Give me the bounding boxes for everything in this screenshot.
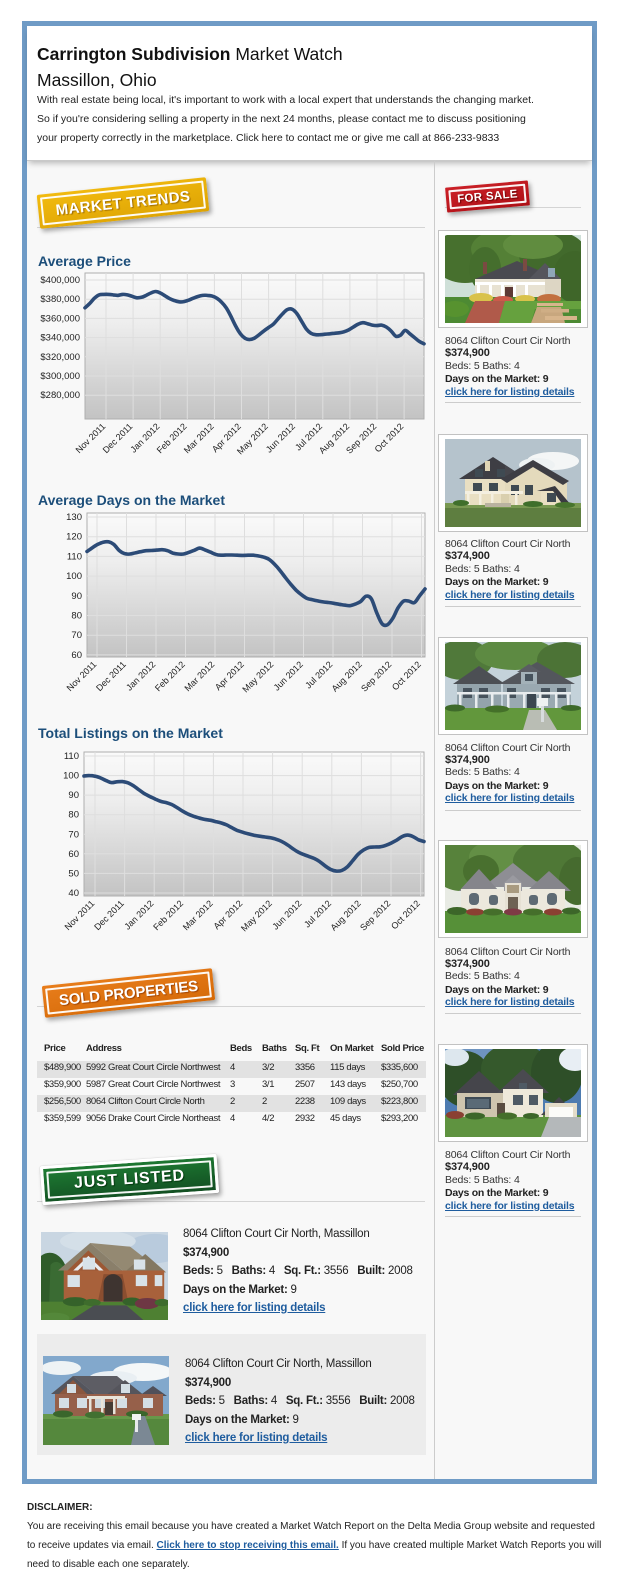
svg-text:60: 60 <box>68 849 79 860</box>
svg-text:$340,000: $340,000 <box>40 333 80 344</box>
svg-text:50: 50 <box>68 868 79 879</box>
svg-text:May 2012: May 2012 <box>240 659 275 694</box>
svg-text:60: 60 <box>71 650 82 661</box>
svg-text:110: 110 <box>64 751 79 762</box>
svg-text:Aug 2012: Aug 2012 <box>328 898 362 932</box>
svg-text:Mar 2012: Mar 2012 <box>181 898 215 932</box>
svg-text:Dec 2011: Dec 2011 <box>92 898 126 932</box>
svg-text:Mar 2012: Mar 2012 <box>182 421 216 455</box>
svg-text:80: 80 <box>71 611 82 622</box>
svg-text:Nov 2011: Nov 2011 <box>63 898 97 932</box>
svg-text:120: 120 <box>66 532 82 543</box>
svg-text:Jun 2012: Jun 2012 <box>272 659 305 692</box>
svg-text:90: 90 <box>68 790 79 801</box>
svg-text:Oct 2012: Oct 2012 <box>390 659 423 692</box>
svg-text:70: 70 <box>71 630 82 641</box>
svg-text:$360,000: $360,000 <box>40 313 80 324</box>
svg-text:Dec 2011: Dec 2011 <box>101 421 135 455</box>
svg-text:May 2012: May 2012 <box>239 898 274 933</box>
svg-text:$300,000: $300,000 <box>40 371 80 382</box>
svg-text:Sep 2012: Sep 2012 <box>358 898 392 932</box>
svg-text:$380,000: $380,000 <box>40 294 80 305</box>
svg-text:90: 90 <box>71 591 82 602</box>
svg-text:Feb 2012: Feb 2012 <box>153 659 187 693</box>
svg-text:130: 130 <box>66 512 82 523</box>
svg-text:Nov 2011: Nov 2011 <box>65 659 99 693</box>
svg-text:Dec 2011: Dec 2011 <box>94 659 128 693</box>
svg-text:Aug 2012: Aug 2012 <box>330 659 364 693</box>
svg-text:40: 40 <box>68 888 79 899</box>
svg-text:$320,000: $320,000 <box>40 352 80 363</box>
svg-text:100: 100 <box>63 771 79 782</box>
svg-text:Jan 2012: Jan 2012 <box>124 659 157 692</box>
svg-text:100: 100 <box>66 571 82 582</box>
svg-text:Feb 2012: Feb 2012 <box>151 898 185 932</box>
svg-text:Oct 2012: Oct 2012 <box>373 421 406 454</box>
svg-text:70: 70 <box>68 829 79 840</box>
svg-text:Sep 2012: Sep 2012 <box>359 659 393 693</box>
svg-text:Jun 2012: Jun 2012 <box>270 898 303 931</box>
svg-text:Jun 2012: Jun 2012 <box>264 421 297 454</box>
svg-text:80: 80 <box>68 810 79 821</box>
svg-text:$280,000: $280,000 <box>40 390 80 401</box>
svg-text:Jan 2012: Jan 2012 <box>122 898 155 931</box>
svg-text:Oct 2012: Oct 2012 <box>389 898 422 931</box>
svg-text:$400,000: $400,000 <box>40 275 80 286</box>
svg-text:110: 110 <box>67 551 82 562</box>
svg-text:Mar 2012: Mar 2012 <box>182 659 216 693</box>
